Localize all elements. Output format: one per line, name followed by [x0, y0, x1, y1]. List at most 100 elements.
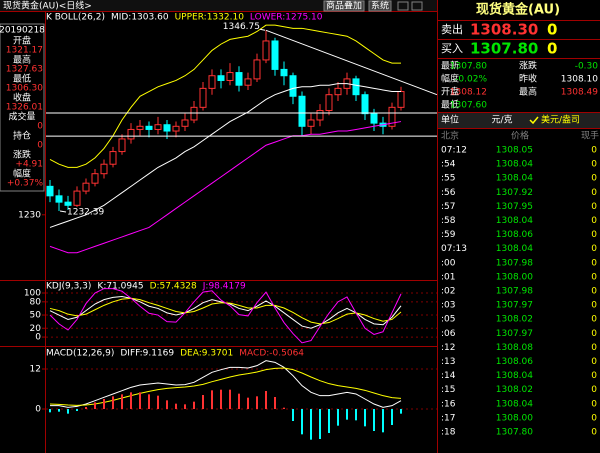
stat-label: 昨收 [519, 73, 537, 85]
tick-price: 1307.95 [496, 202, 533, 212]
tick-price: 1308.04 [496, 371, 533, 381]
legend-entry: DIFF:9.1169 [120, 349, 174, 359]
unit-label: 单位 [441, 114, 459, 126]
quote-title: 现货黄金(AU) [476, 2, 560, 18]
tick-time: :05 [441, 315, 455, 325]
legend-entry: DEA:9.3701 [180, 349, 233, 359]
candle-body [136, 125, 144, 130]
tick-price: 1307.97 [496, 329, 533, 339]
legend-entry: MID:1303.60 [111, 13, 169, 23]
y-tick-label: 50 [30, 311, 42, 321]
tick-time: :56 [441, 188, 456, 198]
info-value: 1321.17 [6, 46, 43, 56]
window-title: 现货黄金(AU)<日线> [3, 0, 92, 12]
tick-time: :01 [441, 272, 455, 282]
candle-body [271, 40, 279, 70]
stat-value: 1307.80 [450, 62, 487, 72]
icon[interactable] [411, 1, 423, 11]
candle-body [334, 87, 342, 96]
stat-label: 最新 [441, 60, 459, 72]
candle-body [253, 59, 261, 80]
buy-price: 1307.80 [470, 40, 538, 58]
sell-volume: 0 [547, 21, 557, 39]
y-tick-label: 1230 [18, 210, 41, 220]
tick-price: 1307.98 [496, 258, 533, 268]
tick-time: :57 [441, 202, 455, 212]
candle-body [181, 119, 189, 127]
panel-title: K BOLL(26,2) [46, 13, 105, 23]
tick-volume: 0 [591, 160, 597, 170]
tick-volume: 0 [591, 357, 597, 367]
candle-body [397, 91, 405, 108]
stat-value: 1308.12 [450, 88, 487, 98]
info-date: 20190218 [0, 26, 45, 36]
check-icon [529, 116, 539, 125]
legend-entry: UPPER:1332.10 [175, 13, 245, 23]
candle-body [199, 87, 207, 108]
info-label: 最高 [13, 54, 31, 66]
tick-price: 1307.97 [496, 301, 533, 311]
candle-body [154, 124, 162, 130]
info-label: 幅度 [13, 168, 31, 180]
button[interactable] [368, 0, 392, 12]
tick-volume: 0 [591, 244, 597, 254]
candle-body [235, 72, 243, 86]
y-tick-label: 0 [35, 405, 41, 415]
tick-volume: 0 [591, 329, 597, 339]
tick-time: :00 [441, 258, 456, 268]
candle-body [226, 72, 234, 81]
candle-body [361, 94, 369, 115]
stat-label: 最高 [519, 86, 537, 98]
tick-price: 1308.06 [496, 230, 533, 240]
tick-volume: 0 [591, 399, 597, 409]
candle-body [244, 78, 252, 86]
tick-volume: 0 [591, 385, 597, 395]
tick-volume: 0 [591, 216, 597, 226]
candle-body [352, 78, 360, 96]
tick-time: :58 [441, 216, 456, 226]
button[interactable] [323, 0, 365, 12]
y-tick-label: 0 [35, 333, 41, 343]
legend-entry: MACD:-0.5064 [239, 349, 304, 359]
stat-label: 开盘 [441, 86, 459, 98]
button-label[interactable]: 商品叠加 [326, 0, 362, 12]
info-value: +0.37% [7, 179, 44, 189]
info-value: 0 [37, 122, 43, 132]
trend-line [265, 29, 438, 96]
tick-price: 1308.04 [496, 216, 533, 226]
candle-body [388, 106, 396, 127]
tick-volume: 0 [591, 230, 597, 240]
annotation-pointer [259, 28, 266, 31]
candle-body [73, 190, 81, 206]
stat-label: 涨跌 [519, 61, 537, 72]
tick-volume: 0 [591, 413, 597, 423]
tick-time: :15 [441, 385, 455, 395]
tick-time: :18 [441, 428, 456, 438]
sell-price: 1308.30 [470, 21, 538, 39]
stat-value: -0.30 [575, 62, 599, 72]
tick-volume: 0 [591, 146, 597, 156]
tick-volume: 0 [591, 343, 597, 353]
tick-time: 07:12 [441, 146, 467, 156]
candle-body [127, 128, 135, 140]
stat-value: -0.02% [455, 75, 487, 85]
panel-title: MACD(12,26,9) [46, 349, 114, 359]
candle-body [64, 201, 72, 206]
tick-volume: 0 [591, 258, 597, 268]
unit-option[interactable]: 美元/盎司 [541, 114, 580, 126]
info-value: 0 [37, 141, 43, 151]
tick-price: 1308.02 [496, 385, 533, 395]
candle-body [118, 138, 126, 153]
candle-body [46, 185, 54, 197]
candle-body [262, 40, 270, 61]
unit-option[interactable]: 元/克 [491, 115, 512, 126]
tick-time: :55 [441, 174, 455, 184]
tick-volume: 0 [591, 202, 597, 212]
tick-time: :03 [441, 301, 455, 311]
unit-bar [438, 113, 600, 128]
tick-price: 1308.04 [496, 160, 533, 170]
icon[interactable] [397, 1, 409, 11]
button-label[interactable]: 系统 [371, 0, 389, 12]
